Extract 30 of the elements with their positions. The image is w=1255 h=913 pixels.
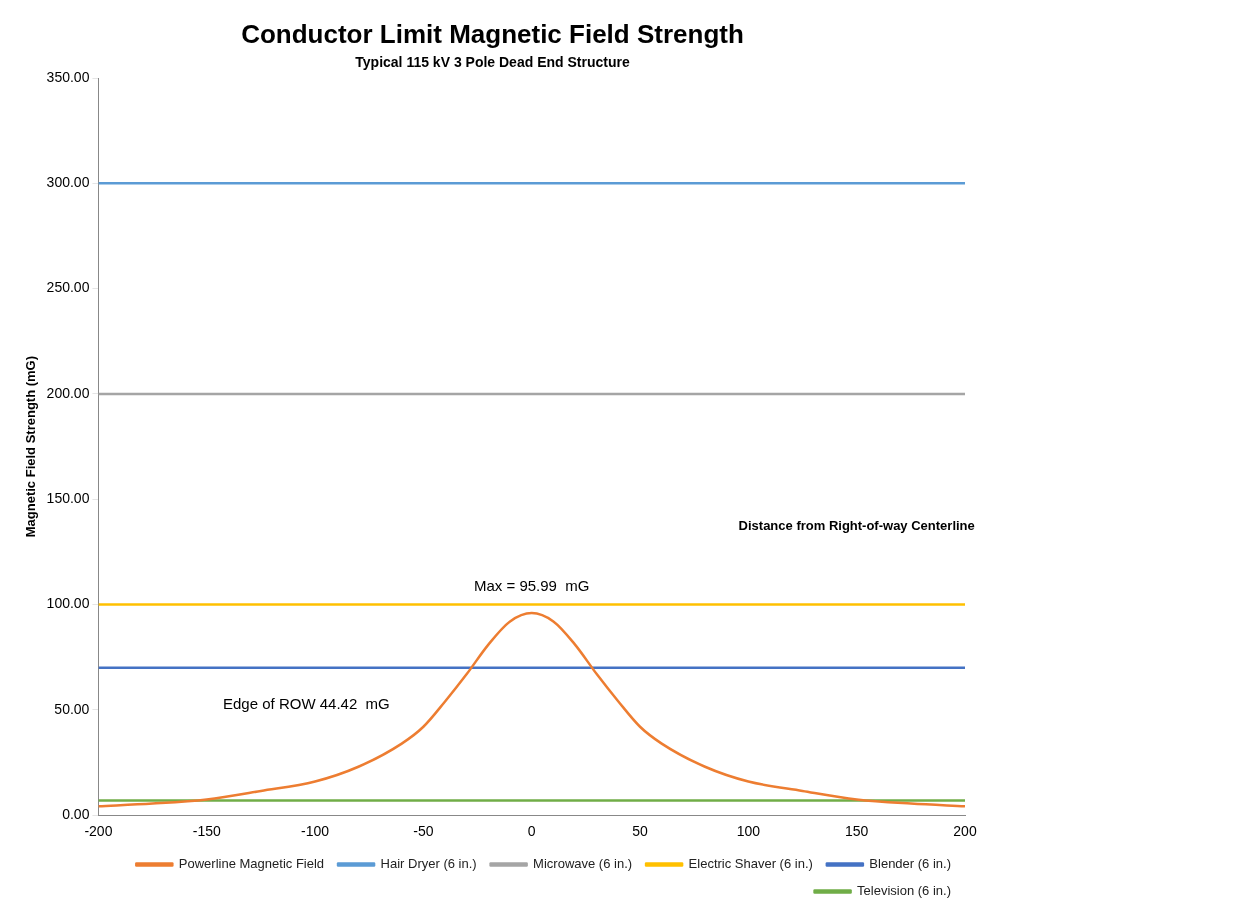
x-tick-label: 200 — [953, 823, 977, 840]
x-tick-label: -50 — [413, 823, 434, 840]
legend-label: Television (6 in.) — [857, 883, 952, 899]
y-tick-label: 200.00 — [46, 384, 90, 401]
y-tick-label: 100.00 — [46, 595, 90, 612]
x-tick-label: 150 — [845, 823, 869, 840]
y-tick-label: 350.00 — [46, 68, 90, 85]
x-tick-label: -100 — [301, 823, 330, 840]
y-tick-label: 150.00 — [46, 490, 90, 507]
legend-label: Microwave (6 in.) — [533, 856, 633, 872]
chart-subtitle: Typical 115 kV 3 Pole Dead End Structure — [355, 54, 630, 71]
x-axis-title: Distance from Right-of-way Centerline — [738, 518, 975, 534]
legend-label: Electric Shaver (6 in.) — [688, 856, 813, 872]
y-tick-label: 50.00 — [54, 700, 90, 717]
annotation: Max = 95.99 mG — [473, 576, 590, 594]
legend-label: Hair Dryer (6 in.) — [380, 856, 477, 872]
line-series — [98, 611, 965, 808]
y-tick-label: 300.00 — [46, 174, 90, 191]
x-tick-label: 0 — [527, 823, 536, 840]
legend-label: Powerline Magnetic Field — [178, 856, 325, 872]
legend-label: Blender (6 in.) — [869, 856, 952, 872]
x-tick-label: 50 — [632, 823, 649, 840]
y-tick-label: 0.00 — [62, 806, 90, 823]
x-tick-label: -150 — [192, 823, 221, 840]
x-tick-label: -200 — [84, 823, 113, 840]
chart-title: Conductor Limit Magnetic Field Strength — [241, 18, 744, 49]
x-tick-label: 100 — [736, 823, 761, 840]
annotation: Edge of ROW 44.42 mG — [223, 694, 390, 712]
y-tick-label: 250.00 — [46, 279, 90, 296]
y-axis-title: Magnetic Field Strength (mG) — [23, 355, 39, 538]
